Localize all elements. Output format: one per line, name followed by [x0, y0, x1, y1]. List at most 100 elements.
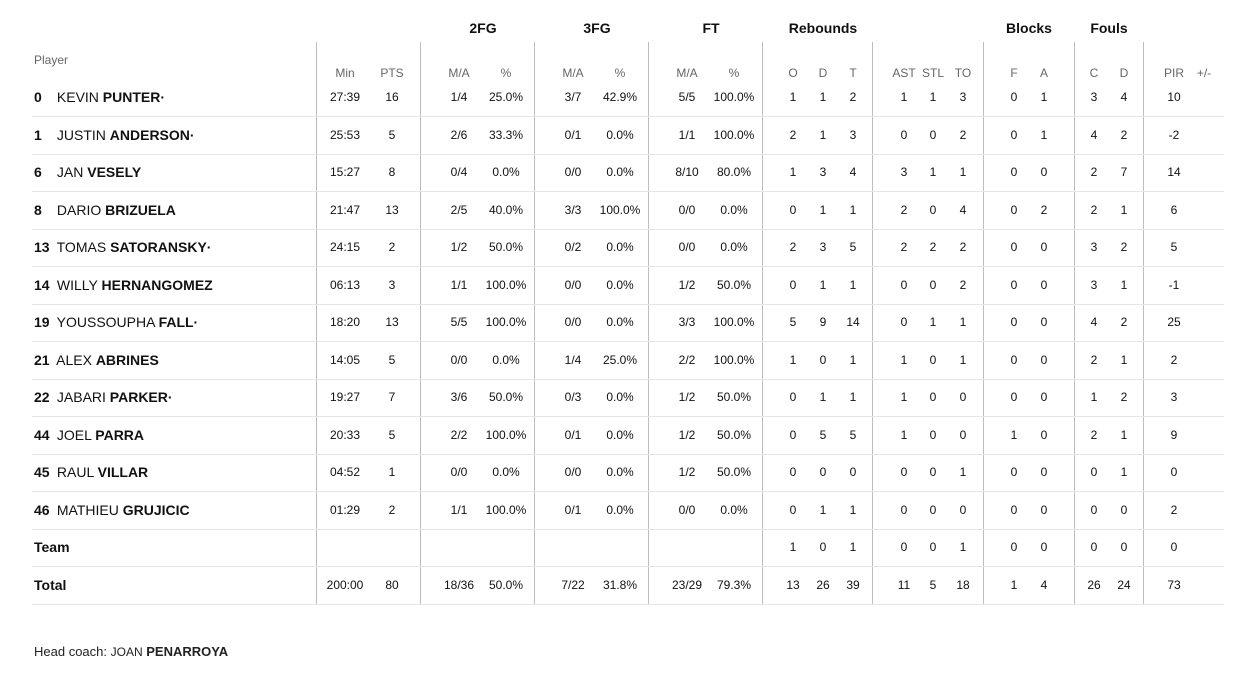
stat-min: 27:39: [329, 90, 361, 104]
stat-3fg-ma: 0/1: [564, 127, 582, 142]
player-number: 46: [34, 501, 50, 518]
stat-reb-o: 0: [789, 465, 797, 479]
stat-reb-o: 0: [789, 502, 797, 517]
player-name: 19 YOUSSOUPHA FALL·: [34, 304, 198, 341]
player-row: 14 WILLY HERNANGOMEZ 06:13 3 1/1 100.0% 0/0 0.…: [32, 267, 1224, 305]
stat-to: 1: [959, 540, 967, 554]
stat-reb-t: 4: [849, 165, 857, 179]
stat-ast: 1: [900, 427, 908, 442]
stat-pir: 5: [1170, 240, 1178, 254]
team-row: Team 1 0 1 0 0 1 0 0 0 0 0: [32, 529, 1224, 567]
stat-blk-f: 0: [1010, 90, 1018, 104]
column-header-pir: PIR: [1163, 66, 1185, 80]
stat-blk-f: 0: [1010, 127, 1018, 142]
player-first-name: RAUL: [53, 464, 98, 480]
stat-reb-t: 0: [849, 465, 857, 479]
stat-reb-o: 1: [789, 352, 797, 367]
player-last-name: GRUJICIC: [122, 501, 190, 518]
stat-reb-d: 1: [819, 127, 827, 142]
stat-2fg-ma: 2/5: [450, 202, 468, 217]
stat-foul-c: 3: [1090, 277, 1098, 292]
stat-reb-o: 0: [789, 427, 797, 442]
player-row: 21 ALEX ABRINES 14:05 5 0/0 0.0% 1/4 25.0% 2/2 1…: [32, 342, 1224, 380]
column-header-reb-t: T: [849, 66, 857, 80]
stat-ft-ma: 2/2: [678, 352, 696, 367]
player-last-name: ABRINES: [95, 351, 159, 368]
stat-reb-t: 3: [849, 127, 857, 142]
stat-foul-c: 3: [1090, 240, 1098, 254]
column-divider: [872, 42, 873, 604]
group-header-blocks: Blocks: [1006, 20, 1052, 36]
head-coach-label: Head coach:: [34, 644, 107, 659]
stat-ast: 0: [900, 127, 908, 142]
column-header-3fg-ma: M/A: [562, 66, 584, 80]
stat-reb-d: 1: [819, 90, 827, 104]
column-header-ast: AST: [892, 66, 916, 80]
stat-2fg-ma: 0/0: [450, 352, 468, 367]
stat-ft-ma: 0/0: [678, 240, 696, 254]
stat-to: 1: [959, 165, 967, 179]
stat-blk-f: 0: [1010, 465, 1018, 479]
stat-ft-pct: 50.0%: [716, 390, 752, 404]
stat-blk-f: 0: [1010, 277, 1018, 292]
player-last-name: PUNTER·: [102, 89, 166, 105]
stat-blk-f: 0: [1010, 240, 1018, 254]
stat-ft-pct: 50.0%: [716, 465, 752, 479]
stat-foul-d: 1: [1120, 352, 1128, 367]
stat-blk-a: 1: [1040, 127, 1048, 142]
stat-pts: 5: [388, 352, 396, 367]
stat-reb-o: 1: [789, 540, 797, 554]
stat-foul-c: 4: [1090, 127, 1098, 142]
stat-reb-d: 3: [819, 165, 827, 179]
stat-ast: 0: [900, 540, 908, 554]
stat-stl: 0: [929, 502, 937, 517]
player-name: 14 WILLY HERNANGOMEZ: [34, 267, 213, 304]
player-number: 8: [34, 201, 42, 218]
stat-stl: 0: [929, 352, 937, 367]
stat-stl: 0: [929, 127, 937, 142]
stat-foul-c: 26: [1087, 577, 1101, 592]
column-header-2fg-ma: M/A: [448, 66, 470, 80]
stat-blk-a: 0: [1040, 465, 1048, 479]
stat-reb-t: 14: [846, 315, 860, 329]
stat-2fg-ma: 1/4: [450, 90, 468, 104]
stat-min: 25:53: [329, 127, 361, 142]
column-divider: [534, 42, 535, 604]
stat-reb-t: 1: [849, 277, 857, 292]
stat-blk-f: 0: [1010, 315, 1018, 329]
stat-min: 01:29: [329, 502, 361, 517]
player-row: 22 JABARI PARKER· 19:27 7 3/6 50.0% 0/3 0.0% 1/…: [32, 379, 1224, 417]
player-name: 0 KEVIN PUNTER·: [34, 79, 165, 116]
stat-ft-ma: 1/2: [678, 390, 696, 404]
total-label: Total: [34, 576, 67, 593]
player-row: 13 TOMAS SATORANSKY· 24:15 2 1/2 50.0% 0/2 0.0…: [32, 229, 1224, 267]
stat-pir: -1: [1168, 277, 1180, 292]
player-last-name: VESELY: [87, 164, 142, 180]
stat-ft-ma: 1/1: [678, 127, 696, 142]
stat-pir: 9: [1170, 427, 1178, 442]
stat-stl: 0: [929, 465, 937, 479]
player-last-name: ANDERSON·: [109, 126, 195, 143]
stat-ft-ma: 0/0: [678, 502, 696, 517]
stat-2fg-pct: 100.0%: [485, 277, 527, 292]
column-header-foul-d: D: [1119, 66, 1129, 80]
group-header-rebounds: Rebounds: [788, 20, 858, 36]
stat-ft-ma: 3/3: [678, 315, 696, 329]
stat-3fg-pct: 0.0%: [606, 315, 634, 329]
stat-reb-t: 1: [849, 202, 857, 217]
column-header-plus-minus: +/-: [1196, 66, 1212, 80]
player-first-name: KEVIN: [53, 89, 103, 105]
stat-min: 24:15: [329, 240, 361, 254]
stat-reb-d: 26: [816, 577, 830, 592]
stat-3fg-pct: 0.0%: [606, 277, 634, 292]
stat-ast: 1: [900, 90, 908, 104]
column-header-foul-c: C: [1089, 66, 1099, 80]
stat-3fg-pct: 100.0%: [599, 202, 641, 217]
stat-ft-ma: 5/5: [678, 90, 696, 104]
stat-pts: 1: [388, 465, 396, 479]
stat-reb-t: 5: [849, 427, 857, 442]
column-header-blk-f: F: [1010, 66, 1018, 80]
stat-reb-d: 1: [819, 202, 827, 217]
stat-pts: 2: [388, 502, 396, 517]
stat-stl: 1: [929, 315, 937, 329]
